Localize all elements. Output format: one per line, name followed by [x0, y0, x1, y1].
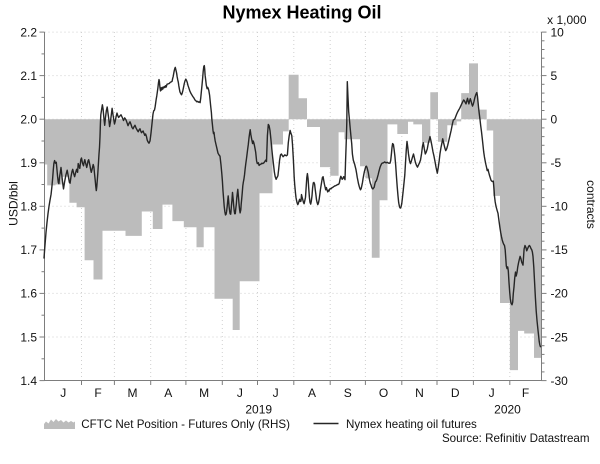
svg-text:2.1: 2.1: [20, 69, 37, 83]
svg-text:J: J: [273, 386, 279, 400]
svg-text:USD/bbl: USD/bbl: [7, 181, 21, 226]
svg-text:2020: 2020: [494, 402, 521, 416]
svg-text:2.2: 2.2: [20, 25, 37, 39]
svg-text:1.4: 1.4: [20, 374, 37, 388]
svg-text:-15: -15: [551, 243, 569, 257]
svg-text:Nymex Heating Oil: Nymex Heating Oil: [222, 3, 381, 23]
svg-text:-20: -20: [551, 287, 569, 301]
svg-text:1.7: 1.7: [20, 243, 37, 257]
svg-text:A: A: [164, 386, 172, 400]
svg-text:Source: Refinitiv Datastream: Source: Refinitiv Datastream: [442, 432, 590, 445]
svg-text:-5: -5: [551, 156, 562, 170]
svg-text:A: A: [308, 386, 316, 400]
svg-text:M: M: [128, 386, 138, 400]
svg-text:CFTC Net Position - Futures On: CFTC Net Position - Futures Only (RHS): [81, 418, 290, 431]
svg-text:10: 10: [551, 25, 565, 39]
svg-text:-10: -10: [551, 200, 569, 214]
svg-text:J: J: [60, 386, 66, 400]
svg-text:1.9: 1.9: [20, 156, 37, 170]
svg-text:1.6: 1.6: [20, 287, 37, 301]
svg-text:S: S: [344, 386, 352, 400]
svg-text:F: F: [522, 386, 529, 400]
svg-text:contracts: contracts: [584, 180, 598, 229]
svg-text:D: D: [451, 386, 460, 400]
svg-text:1.5: 1.5: [20, 330, 37, 344]
svg-text:1.8: 1.8: [20, 200, 37, 214]
svg-text:2.0: 2.0: [20, 113, 37, 127]
svg-text:F: F: [94, 386, 101, 400]
svg-text:2019: 2019: [245, 402, 272, 416]
svg-text:N: N: [415, 386, 424, 400]
svg-text:-25: -25: [551, 330, 569, 344]
svg-text:-30: -30: [551, 374, 569, 388]
svg-text:J: J: [489, 386, 495, 400]
svg-text:0: 0: [551, 113, 558, 127]
svg-text:O: O: [379, 386, 388, 400]
svg-text:x 1,000: x 1,000: [547, 13, 587, 27]
svg-text:5: 5: [551, 69, 558, 83]
svg-text:Nymex heating oil futures: Nymex heating oil futures: [346, 418, 477, 431]
svg-text:J: J: [237, 386, 243, 400]
svg-text:M: M: [199, 386, 209, 400]
